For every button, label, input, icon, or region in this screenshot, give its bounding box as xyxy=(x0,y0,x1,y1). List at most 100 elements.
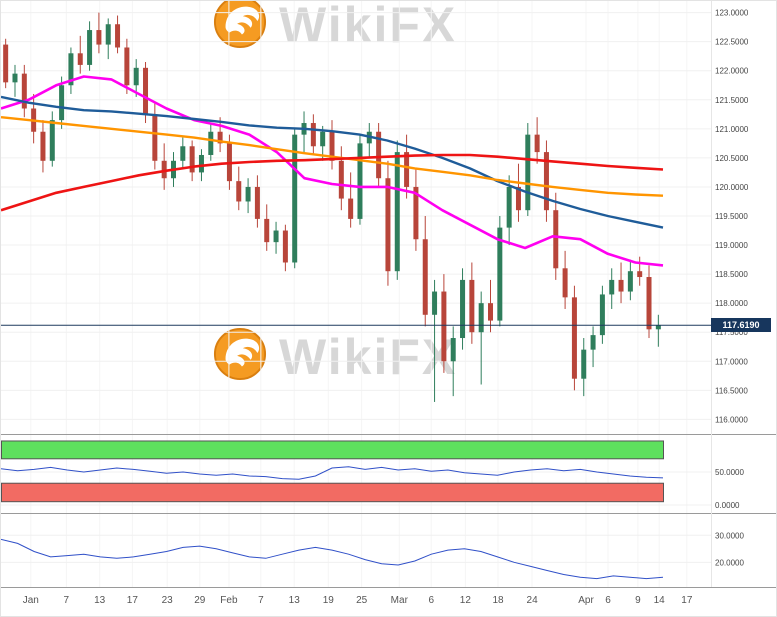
candle-body xyxy=(320,131,326,147)
candle-body xyxy=(77,53,83,65)
candle-body xyxy=(180,146,186,161)
ma-fast-magenta xyxy=(1,75,664,267)
y-tick-label: 0.0000 xyxy=(715,501,740,510)
candle-body xyxy=(590,335,596,350)
candle-body xyxy=(441,291,447,362)
candle-body xyxy=(282,230,288,263)
candle-body xyxy=(59,85,65,121)
candle-body xyxy=(413,186,419,240)
candle-body xyxy=(469,279,475,333)
candle-body xyxy=(133,67,139,86)
y-tick-label: 118.0000 xyxy=(715,299,748,308)
y-tick-label: 117.5000 xyxy=(715,328,748,337)
candle-body xyxy=(348,198,354,219)
candle-body xyxy=(478,303,484,333)
candle-body xyxy=(515,186,521,211)
y-tick-label: 116.0000 xyxy=(715,415,748,424)
x-tick-label: Mar xyxy=(390,595,408,606)
ma-mid-blue xyxy=(1,95,664,229)
x-tick-label: 18 xyxy=(492,595,504,606)
candle-body xyxy=(655,325,661,330)
candle-body xyxy=(264,218,270,243)
candle-body xyxy=(105,24,111,45)
candle-body xyxy=(506,186,512,228)
candle-body xyxy=(68,53,74,86)
candle-body xyxy=(198,154,204,173)
candle-body xyxy=(124,47,130,86)
candle-body xyxy=(432,291,438,315)
candle-body xyxy=(143,67,149,115)
y-tick-label: 120.5000 xyxy=(715,154,749,163)
candle-body xyxy=(525,134,531,211)
candle-body xyxy=(394,152,400,272)
overbought-band xyxy=(1,440,664,460)
candle-body xyxy=(87,30,93,65)
candle-body xyxy=(96,30,102,45)
x-tick-label: 13 xyxy=(94,595,106,606)
candle-body xyxy=(292,134,298,263)
candle-body xyxy=(245,186,251,202)
oscillator-panel[interactable]: 50.0000 0.0000 xyxy=(1,434,777,513)
candle-body xyxy=(404,152,410,187)
y-tick-label: 119.5000 xyxy=(715,212,748,221)
candle-body xyxy=(497,227,503,321)
candle-body xyxy=(376,131,382,179)
candle-body xyxy=(627,271,633,292)
y-tick-label: 117.0000 xyxy=(715,357,748,366)
bottom-indicator-line xyxy=(1,538,664,580)
candle-body xyxy=(534,134,540,153)
y-tick-label: 50.0000 xyxy=(715,468,744,477)
ma-longest-red xyxy=(1,153,664,212)
candle-body xyxy=(12,73,18,83)
candle-body xyxy=(609,279,615,295)
x-tick-label: 24 xyxy=(526,595,538,606)
x-tick-label: 6 xyxy=(605,595,611,606)
price-chart-panel[interactable]: 123.0000 122.5000 122.0000 121.5000 121.0000… xyxy=(1,1,777,434)
candle-body xyxy=(49,120,55,161)
x-tick-label: 9 xyxy=(635,595,641,606)
x-tick-label: 6 xyxy=(428,595,435,606)
x-tick-label: Apr xyxy=(578,595,594,606)
x-axis: Jan 7 13 17 23 29 Feb 7 13 19 25 Mar 6 12 18 24 Apr 6 9 14 1… xyxy=(1,587,776,616)
candle-body xyxy=(161,160,167,179)
y-tick-label: 120.0000 xyxy=(715,183,749,192)
price-axis-divider xyxy=(711,1,712,587)
x-tick-label: Jan xyxy=(22,595,39,606)
secondary-indicator-panel[interactable]: 30.0000 20.0000 xyxy=(1,513,777,587)
candle-body xyxy=(189,146,195,173)
x-tick-label: 17 xyxy=(126,595,138,606)
x-tick-label: 25 xyxy=(356,595,368,606)
candle-body xyxy=(637,271,643,278)
candle-body xyxy=(329,131,335,161)
candle-body xyxy=(21,73,27,109)
x-tick-label: 19 xyxy=(322,595,334,606)
candle-body xyxy=(422,239,428,315)
x-tick-label: 7 xyxy=(63,595,70,606)
last-price-badge: 117.6190 xyxy=(711,318,771,333)
y-tick-label: 121.5000 xyxy=(715,96,749,105)
candle-body xyxy=(338,160,344,199)
candle-body xyxy=(40,131,46,161)
candle-body xyxy=(646,277,652,330)
candle-body xyxy=(562,268,568,298)
ma-slow-orange xyxy=(1,116,664,197)
candle-body xyxy=(208,131,214,155)
y-tick-label: 122.0000 xyxy=(715,67,749,76)
y-tick-label: 123.0000 xyxy=(715,9,749,18)
y-tick-label: 121.0000 xyxy=(715,125,749,134)
candle-body xyxy=(460,279,466,339)
candle-body xyxy=(571,297,577,379)
x-tick-label: Feb xyxy=(220,595,238,606)
oscillator-line xyxy=(1,466,664,480)
x-tick-label: 13 xyxy=(288,595,300,606)
y-tick-label: 119.0000 xyxy=(715,241,748,250)
y-tick-label: 122.5000 xyxy=(715,38,749,47)
candle-body xyxy=(236,181,242,202)
x-tick-label: 7 xyxy=(258,595,264,606)
y-tick-label: 20.0000 xyxy=(715,558,744,567)
y-tick-label: 118.5000 xyxy=(715,270,748,279)
candle-body xyxy=(450,338,456,362)
y-tick-label: 116.5000 xyxy=(715,386,748,395)
candle-body xyxy=(3,44,9,83)
